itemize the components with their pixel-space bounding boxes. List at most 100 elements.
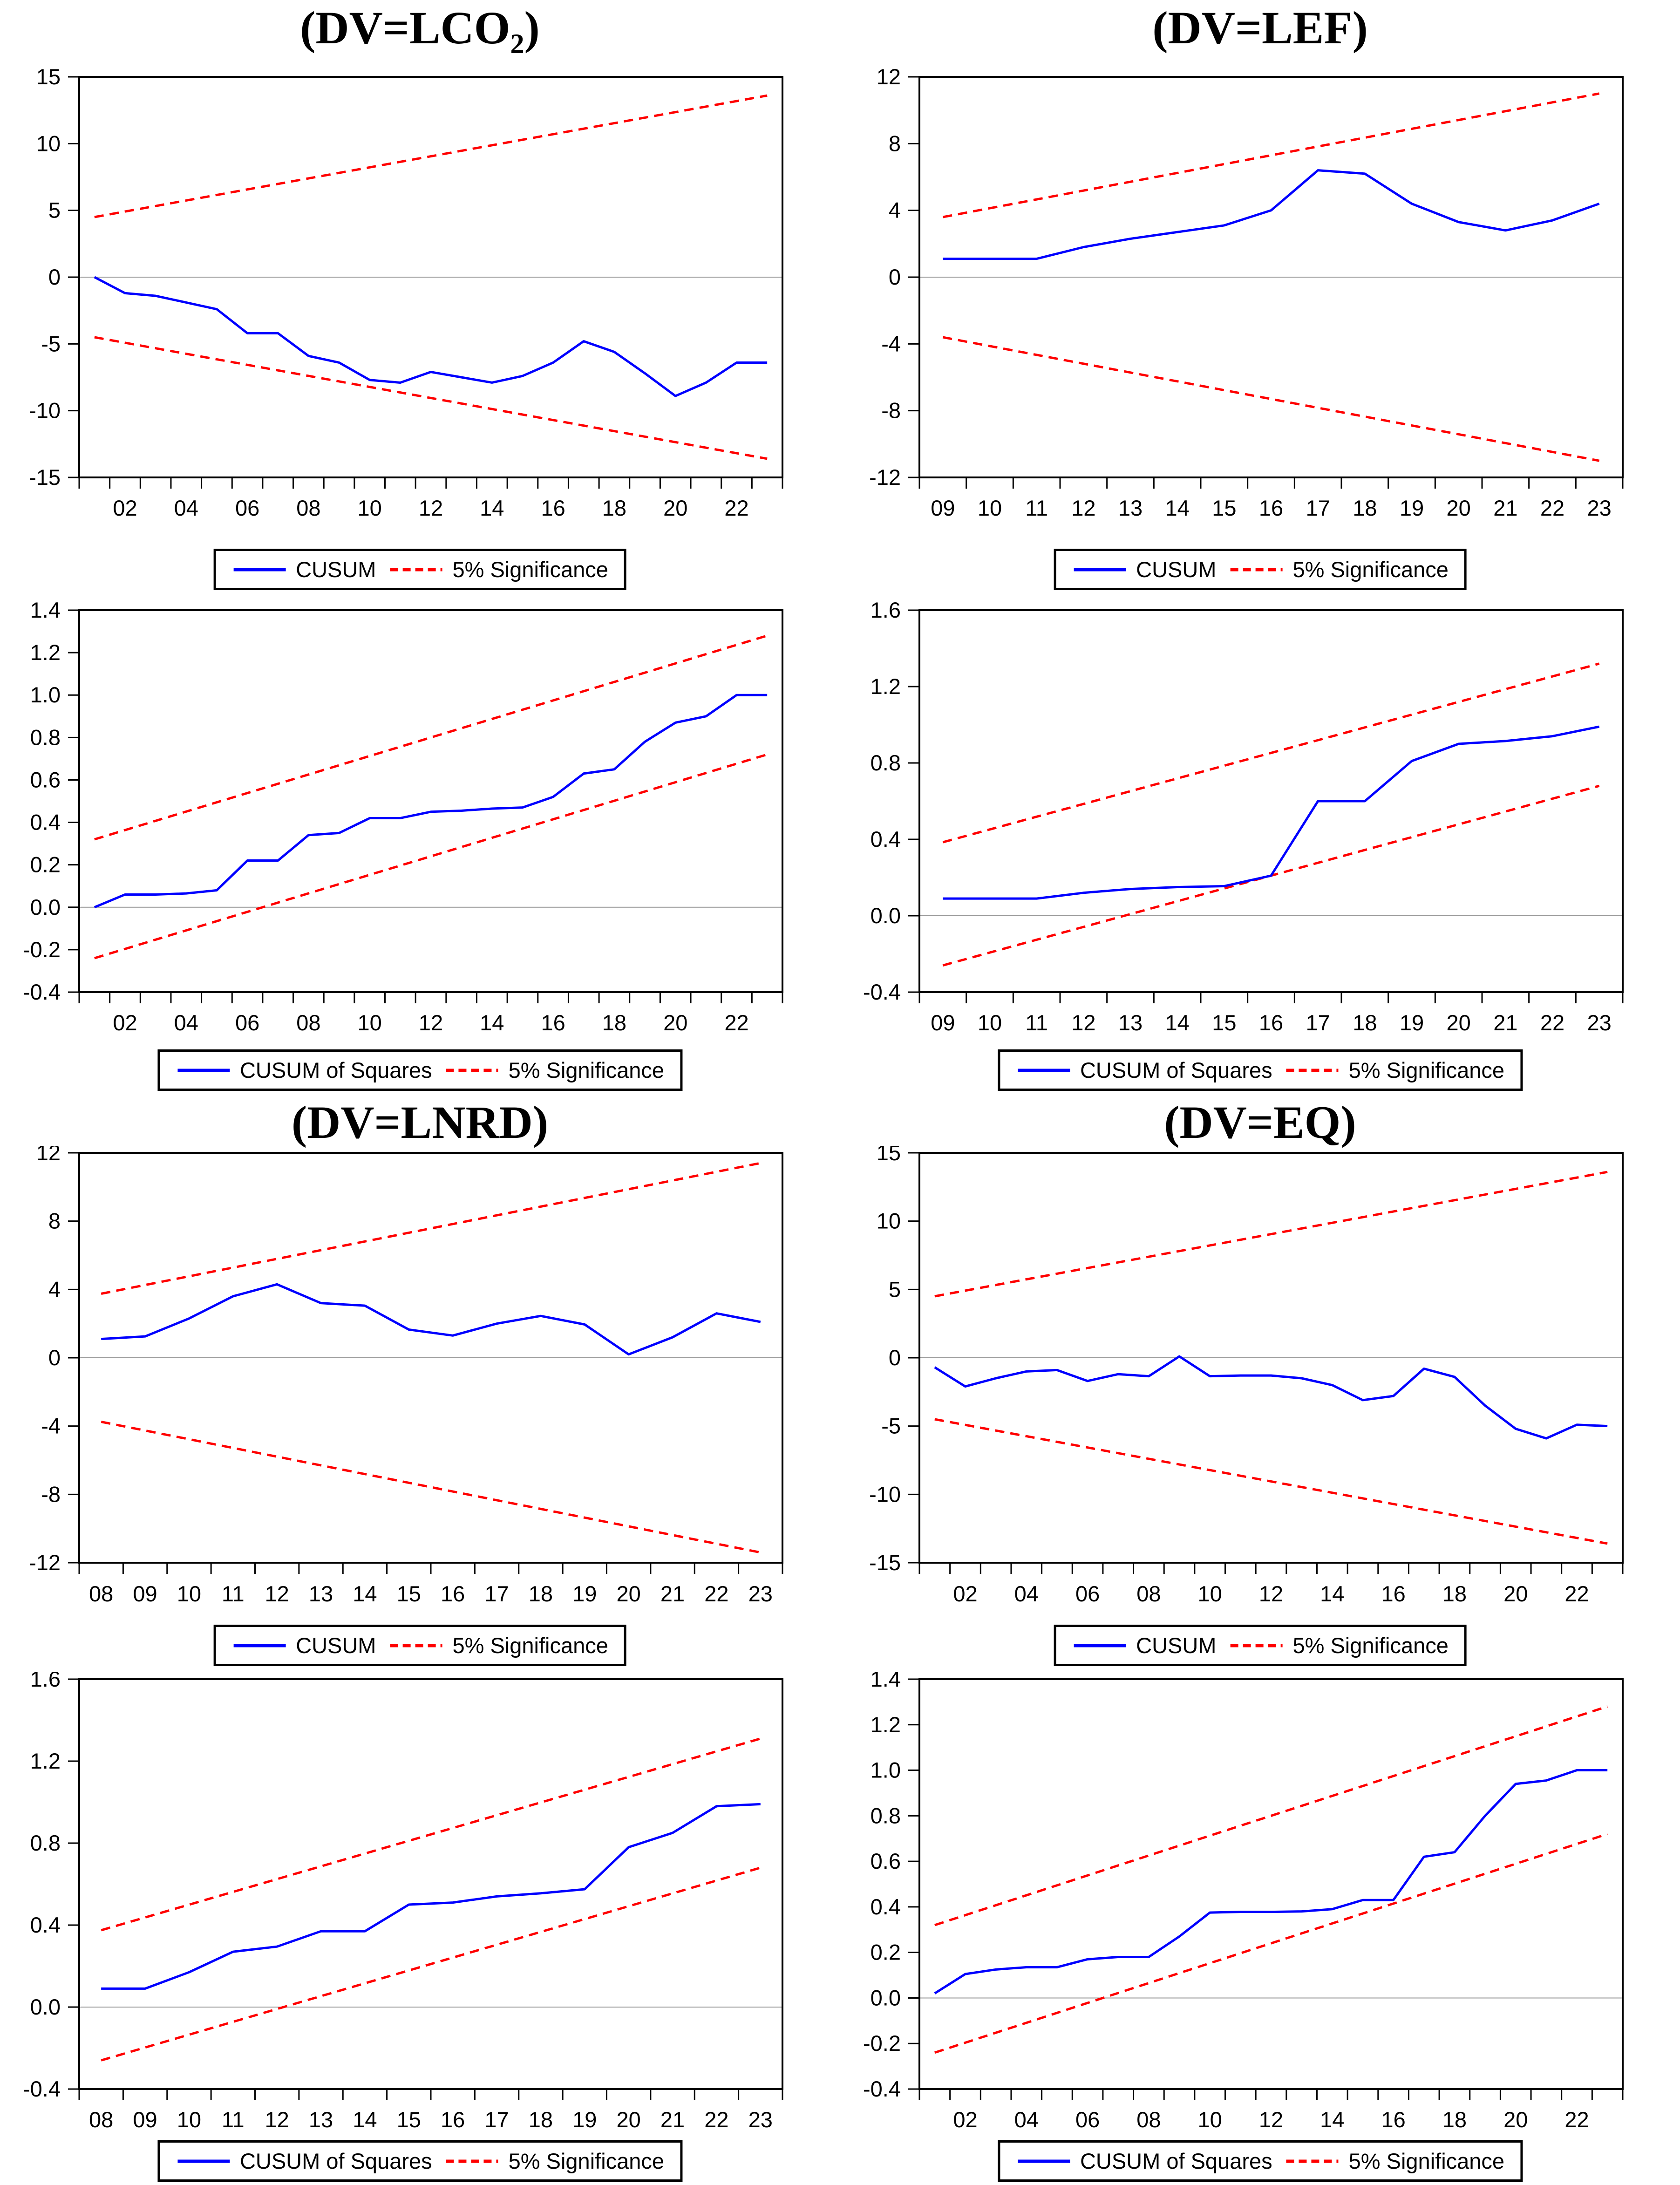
chart-title-subscript: 2: [510, 28, 524, 59]
svg-text:22: 22: [704, 2107, 728, 2132]
svg-text:-0.4: -0.4: [863, 980, 901, 1004]
svg-text:1.4: 1.4: [30, 598, 61, 622]
chart-title-text: ): [524, 2, 540, 54]
svg-text:4: 4: [48, 1277, 61, 1301]
svg-text:-12: -12: [29, 1550, 61, 1575]
legend-box: CUSUM 5% Significance: [213, 1625, 626, 1666]
svg-text:14: 14: [353, 1581, 377, 1606]
svg-text:-0.4: -0.4: [23, 2076, 61, 2101]
svg-text:02: 02: [953, 2107, 977, 2132]
svg-text:-4: -4: [41, 1414, 61, 1438]
svg-text:21: 21: [1493, 496, 1517, 520]
svg-text:04: 04: [1014, 1581, 1039, 1606]
significance-line-swatch-icon: [390, 568, 442, 571]
svg-text:-0.2: -0.2: [23, 937, 61, 962]
legend-box: CUSUM of Squares 5% Significance: [157, 1049, 683, 1091]
chart-title-text: (DV=LNRD): [291, 1096, 549, 1148]
legend-label: CUSUM: [296, 1633, 376, 1658]
significance-line-swatch-icon: [1286, 1069, 1339, 1072]
legend-label: 5% Significance: [1292, 557, 1449, 582]
svg-text:04: 04: [1014, 2107, 1039, 2132]
svg-text:04: 04: [174, 1010, 198, 1035]
svg-text:0.8: 0.8: [871, 750, 901, 775]
svg-text:12: 12: [1071, 496, 1095, 520]
plot-area: 1.6 1.2 0.8 0.4 0.0 -0.4 09 10 11 12 13 14 15 16 17 18 1…: [863, 598, 1624, 1035]
chart-title-text: (DV=EQ): [1164, 1096, 1356, 1148]
svg-text:14: 14: [1320, 2107, 1344, 2132]
svg-text:09: 09: [133, 2107, 157, 2132]
svg-text:02: 02: [113, 1010, 137, 1035]
svg-text:1.4: 1.4: [871, 1672, 901, 1691]
svg-text:13: 13: [1118, 1010, 1143, 1035]
legend-item-cusum: CUSUM: [1072, 557, 1216, 582]
svg-text:17: 17: [1306, 1010, 1330, 1035]
svg-text:11: 11: [222, 1581, 245, 1606]
svg-text:20: 20: [1447, 496, 1471, 520]
svg-text:12: 12: [1259, 2107, 1283, 2132]
svg-text:4: 4: [889, 198, 901, 223]
svg-text:21: 21: [660, 2107, 685, 2132]
svg-text:-15: -15: [29, 465, 61, 490]
plot-area: 1.6 1.2 0.8 0.4 0.0 -0.4 08 09 10 11 12 13 14 15 16 17 1…: [23, 1672, 783, 2132]
svg-text:1.2: 1.2: [30, 1749, 61, 1773]
legend-label: CUSUM of Squares: [1080, 2149, 1272, 2173]
svg-text:12: 12: [419, 1010, 443, 1035]
svg-text:06: 06: [1075, 1581, 1100, 1606]
svg-text:12: 12: [265, 2107, 289, 2132]
significance-line-swatch-icon: [390, 1644, 442, 1647]
svg-text:-10: -10: [29, 398, 61, 423]
significance-line-swatch-icon: [1230, 568, 1283, 571]
svg-text:20: 20: [663, 1010, 687, 1035]
svg-text:0.8: 0.8: [30, 725, 61, 749]
cusum-line-swatch-icon: [1074, 1644, 1126, 1647]
svg-text:10: 10: [358, 1010, 382, 1035]
svg-text:14: 14: [353, 2107, 377, 2132]
svg-text:12: 12: [877, 64, 901, 89]
svg-text:16: 16: [441, 1581, 465, 1606]
svg-text:11: 11: [1025, 1010, 1048, 1035]
svg-text:8: 8: [48, 1209, 61, 1233]
svg-text:12: 12: [265, 1581, 289, 1606]
plot-area: 1.4 1.2 1.0 0.8 0.6 0.4 0.2 0.0 -0.2 -0.4 02 04 06 08…: [863, 1672, 1624, 2132]
svg-text:23: 23: [1587, 496, 1612, 520]
legend-label: CUSUM: [1136, 557, 1217, 582]
svg-text:15: 15: [1212, 496, 1236, 520]
legend-box: CUSUM of Squares 5% Significance: [997, 2140, 1523, 2182]
svg-text:8: 8: [889, 131, 901, 156]
legend-item-cusum: CUSUM: [1072, 1633, 1216, 1658]
svg-text:10: 10: [877, 1209, 901, 1233]
svg-text:19: 19: [1400, 496, 1424, 520]
svg-text:10: 10: [177, 2107, 201, 2132]
svg-text:12: 12: [36, 1146, 61, 1165]
svg-text:21: 21: [1493, 1010, 1517, 1035]
svg-text:12: 12: [1071, 1010, 1095, 1035]
svg-text:0.4: 0.4: [871, 827, 901, 851]
svg-text:09: 09: [931, 496, 955, 520]
svg-text:23: 23: [748, 2107, 773, 2132]
legend-box: CUSUM 5% Significance: [1054, 549, 1467, 590]
svg-text:1.2: 1.2: [30, 640, 61, 665]
svg-text:06: 06: [235, 496, 259, 520]
svg-text:0.6: 0.6: [871, 1849, 901, 1873]
legend-label: CUSUM of Squares: [239, 2149, 432, 2173]
chart-panel-cusumsq-lef: 1.6 1.2 0.8 0.4 0.0 -0.4 09 10 11 12 13 14 15 16 17 18 1…: [840, 589, 1680, 1091]
svg-text:06: 06: [1075, 2107, 1100, 2132]
svg-text:19: 19: [572, 1581, 597, 1606]
svg-text:16: 16: [541, 1010, 565, 1035]
plot-area: 15 10 5 0 -5 -10 -15 02 04 06 08 10 12 14 16 18 20 22: [29, 64, 783, 520]
chart-panel-cusum-lco2: (DV=LCO2) 15 10 5 0 -5 -10 -15 02 04 06 08 10 12 14 16…: [0, 0, 840, 590]
svg-text:13: 13: [309, 1581, 333, 1606]
svg-text:06: 06: [235, 1010, 259, 1035]
svg-text:0: 0: [889, 1345, 901, 1370]
svg-text:0.8: 0.8: [871, 1803, 901, 1828]
legend-item-significance: 5% Significance: [444, 2148, 664, 2174]
svg-text:0.6: 0.6: [30, 767, 61, 792]
legend-item-cusum-of-squares: CUSUM of Squares: [176, 1057, 432, 1083]
svg-text:12: 12: [419, 496, 443, 520]
svg-text:1.2: 1.2: [871, 674, 901, 699]
svg-text:22: 22: [1540, 496, 1564, 520]
significance-line-swatch-icon: [1230, 1644, 1283, 1647]
svg-text:20: 20: [1503, 1581, 1528, 1606]
legend-item-cusum-of-squares: CUSUM of Squares: [176, 2148, 432, 2174]
svg-text:5: 5: [889, 1277, 901, 1301]
